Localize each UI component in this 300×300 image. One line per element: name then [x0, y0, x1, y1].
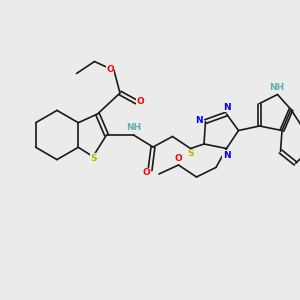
Text: S: S — [187, 149, 194, 158]
Text: N: N — [223, 103, 230, 112]
Text: O: O — [142, 168, 150, 177]
Text: O: O — [175, 154, 182, 163]
Text: O: O — [106, 65, 114, 74]
Text: S: S — [91, 154, 97, 163]
Text: NH: NH — [269, 82, 284, 91]
Text: NH: NH — [126, 123, 141, 132]
Text: N: N — [223, 151, 230, 160]
Text: O: O — [136, 97, 144, 106]
Text: N: N — [195, 116, 203, 125]
